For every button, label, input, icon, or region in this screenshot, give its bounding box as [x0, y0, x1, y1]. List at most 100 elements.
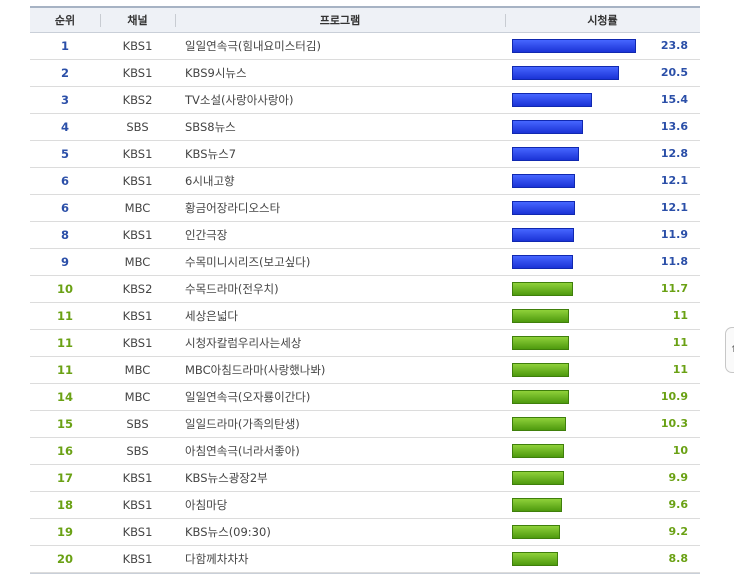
rating-bar	[512, 227, 574, 242]
rating-value: 20.5	[660, 65, 688, 79]
rating-bar	[512, 470, 564, 485]
program-cell[interactable]: KBS뉴스7	[175, 140, 505, 168]
rating-bar	[512, 119, 583, 134]
program-cell[interactable]: 일일드라마(가족의탄생)	[175, 410, 505, 438]
channel-cell: KBS1	[100, 518, 175, 546]
program-cell[interactable]: 다함께차차차	[175, 545, 505, 573]
rating-value: 15.4	[660, 92, 688, 106]
program-cell[interactable]: 일일연속극(오자룡이간다)	[175, 383, 505, 411]
program-cell[interactable]: 시청자칼럼우리사는세상	[175, 329, 505, 357]
rating-value: 11	[672, 308, 688, 322]
rating-cell: 12.1	[505, 194, 700, 222]
rating-value: 11.8	[660, 254, 688, 268]
program-cell[interactable]: TV소설(사랑아사랑아)	[175, 86, 505, 114]
rating-value: 8.8	[668, 551, 689, 565]
table-row[interactable]: 3 KBS2 TV소설(사랑아사랑아) 15.4	[30, 86, 700, 114]
header-rank[interactable]: 순위	[30, 6, 100, 33]
program-cell[interactable]: 일일연속극(힘내요미스터김)	[175, 32, 505, 60]
rank-cell: 19	[30, 518, 100, 546]
rank-cell: 15	[30, 410, 100, 438]
table-row[interactable]: 2 KBS1 KBS9시뉴스 20.5	[30, 59, 700, 87]
table-row[interactable]: 4 SBS SBS8뉴스 13.6	[30, 113, 700, 141]
rank-cell: 1	[30, 32, 100, 60]
table-row[interactable]: 1 KBS1 일일연속극(힘내요미스터김) 23.8	[30, 32, 700, 60]
program-cell[interactable]: 6시내고향	[175, 167, 505, 195]
rank-cell: 11	[30, 329, 100, 357]
table-row[interactable]: 20 KBS1 다함께차차차 8.8	[30, 545, 700, 573]
program-cell[interactable]: MBC아침드라마(사랑했나봐)	[175, 356, 505, 384]
program-cell[interactable]: 수목드라마(전우치)	[175, 275, 505, 303]
rating-cell: 10.9	[505, 383, 700, 411]
rating-cell: 23.8	[505, 32, 700, 60]
channel-cell: KBS1	[100, 59, 175, 87]
program-cell[interactable]: 인간극장	[175, 221, 505, 249]
program-cell[interactable]: SBS8뉴스	[175, 113, 505, 141]
program-cell[interactable]: 수목미니시리즈(보고싶다)	[175, 248, 505, 276]
rating-value: 11.9	[660, 227, 688, 241]
table-row[interactable]: 16 SBS 아침연속극(너라서좋아) 10	[30, 437, 700, 465]
channel-cell: KBS1	[100, 32, 175, 60]
rating-cell: 12.8	[505, 140, 700, 168]
rating-value: 12.1	[660, 200, 688, 214]
table-row[interactable]: 18 KBS1 아침마당 9.6	[30, 491, 700, 519]
rank-cell: 5	[30, 140, 100, 168]
table-row[interactable]: 17 KBS1 KBS뉴스광장2부 9.9	[30, 464, 700, 492]
table-row[interactable]: 10 KBS2 수목드라마(전우치) 11.7	[30, 275, 700, 303]
channel-cell: KBS1	[100, 221, 175, 249]
side-scroll-tab[interactable]: ↑	[725, 327, 734, 373]
table-row[interactable]: 14 MBC 일일연속극(오자룡이간다) 10.9	[30, 383, 700, 411]
table-row[interactable]: 6 KBS1 6시내고향 12.1	[30, 167, 700, 195]
rating-cell: 15.4	[505, 86, 700, 114]
rating-bar	[512, 497, 562, 512]
program-cell[interactable]: KBS뉴스광장2부	[175, 464, 505, 492]
channel-cell: SBS	[100, 410, 175, 438]
program-cell[interactable]: 아침마당	[175, 491, 505, 519]
rating-cell: 20.5	[505, 59, 700, 87]
rating-value: 23.8	[660, 38, 688, 52]
rating-value: 10.9	[660, 389, 688, 403]
table-row[interactable]: 11 KBS1 세상은넓다 11	[30, 302, 700, 330]
rating-value: 9.9	[668, 470, 689, 484]
rating-value: 11	[672, 335, 688, 349]
rating-cell: 9.2	[505, 518, 700, 546]
rating-bar	[512, 389, 569, 404]
program-cell[interactable]: 아침연속극(너라서좋아)	[175, 437, 505, 465]
rating-bar	[512, 92, 592, 107]
ratings-rows: 1 KBS1 일일연속극(힘내요미스터김) 23.8 2 KBS1 KBS9시뉴스 20.5 3…	[30, 32, 700, 573]
channel-cell: KBS1	[100, 167, 175, 195]
rating-cell: 10.3	[505, 410, 700, 438]
table-row[interactable]: 5 KBS1 KBS뉴스7 12.8	[30, 140, 700, 168]
table-row[interactable]: 8 KBS1 인간극장 11.9	[30, 221, 700, 249]
rating-cell: 11.7	[505, 275, 700, 303]
rank-cell: 11	[30, 302, 100, 330]
rating-value: 12.1	[660, 173, 688, 187]
channel-cell: KBS1	[100, 545, 175, 573]
program-cell[interactable]: 세상은넓다	[175, 302, 505, 330]
rating-bar	[512, 200, 575, 215]
header-row: 순위 채널 프로그램 시청률	[30, 6, 700, 33]
channel-cell: KBS1	[100, 302, 175, 330]
table-row[interactable]: 19 KBS1 KBS뉴스(09:30) 9.2	[30, 518, 700, 546]
rating-bar	[512, 38, 636, 53]
header-channel[interactable]: 채널	[100, 6, 175, 33]
channel-cell: KBS1	[100, 329, 175, 357]
rating-bar	[512, 335, 569, 350]
table-row[interactable]: 9 MBC 수목미니시리즈(보고싶다) 11.8	[30, 248, 700, 276]
table-row[interactable]: 11 MBC MBC아침드라마(사랑했나봐) 11	[30, 356, 700, 384]
header-program[interactable]: 프로그램	[175, 6, 505, 33]
table-row[interactable]: 15 SBS 일일드라마(가족의탄생) 10.3	[30, 410, 700, 438]
program-cell[interactable]: KBS9시뉴스	[175, 59, 505, 87]
table-row[interactable]: 6 MBC 황금어장라디오스타 12.1	[30, 194, 700, 222]
channel-cell: KBS1	[100, 140, 175, 168]
channel-cell: KBS1	[100, 491, 175, 519]
rating-cell: 11	[505, 302, 700, 330]
rating-value: 10	[672, 443, 688, 457]
program-cell[interactable]: 황금어장라디오스타	[175, 194, 505, 222]
rating-bar	[512, 65, 619, 80]
header-rating[interactable]: 시청률	[505, 6, 700, 33]
rank-cell: 9	[30, 248, 100, 276]
rating-cell: 13.6	[505, 113, 700, 141]
program-cell[interactable]: KBS뉴스(09:30)	[175, 518, 505, 546]
table-row[interactable]: 11 KBS1 시청자칼럼우리사는세상 11	[30, 329, 700, 357]
rating-bar	[512, 281, 573, 296]
